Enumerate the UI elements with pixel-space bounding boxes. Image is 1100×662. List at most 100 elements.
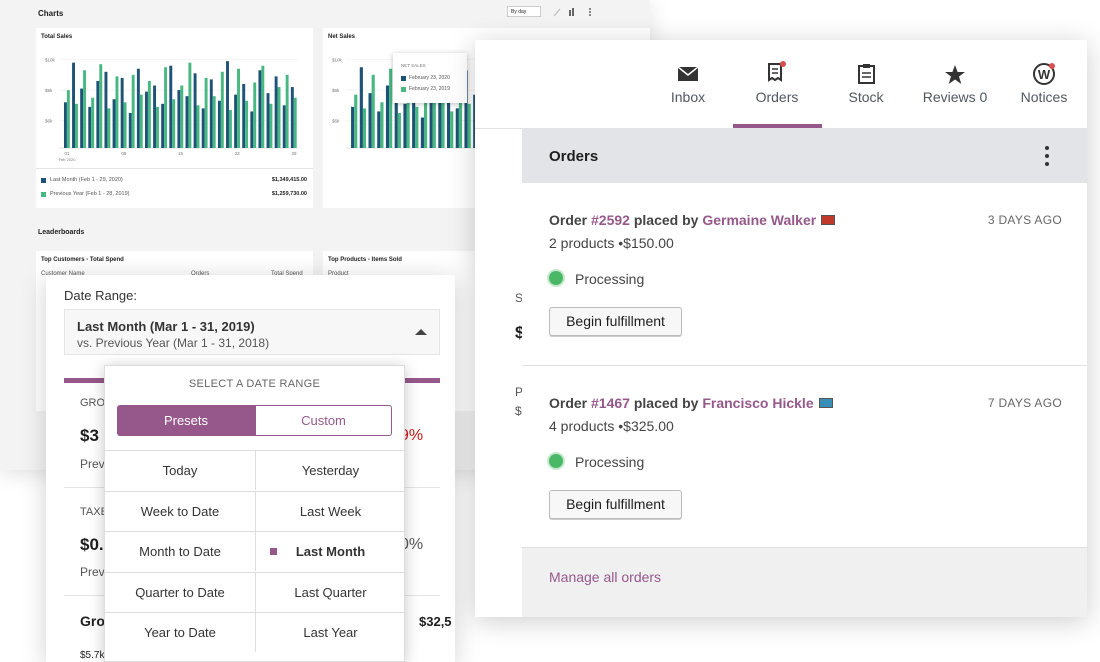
inbox-tab[interactable]: Inbox <box>643 40 733 128</box>
customer-name[interactable]: Germaine Walker <box>702 212 817 228</box>
bar <box>66 90 70 148</box>
bar <box>438 96 442 148</box>
custom-tab[interactable]: Custom <box>255 405 392 436</box>
order-title: Order #2592 placed by Germaine Walker <box>549 212 836 228</box>
order-number[interactable]: #2592 <box>591 212 630 228</box>
y-tick-label: $10k <box>332 58 343 63</box>
bar <box>450 111 454 148</box>
bar <box>193 73 197 148</box>
order-status: Processing <box>575 454 645 470</box>
bar <box>377 111 381 148</box>
bar <box>293 97 297 148</box>
more-menu[interactable] <box>1044 145 1050 167</box>
line-icon[interactable] <box>553 8 561 17</box>
order-age: 3 DAYS AGO <box>987 213 1062 227</box>
customer-name[interactable]: Francisco Hickle <box>702 395 814 411</box>
x-tick-label: 15 <box>178 151 184 156</box>
preset-option[interactable]: Yesterday <box>255 450 404 490</box>
bar <box>464 70 468 148</box>
charts-heading: Charts <box>38 9 64 18</box>
bar <box>96 80 100 148</box>
bar <box>415 106 419 148</box>
y-tick-label: $6k <box>45 119 53 124</box>
bar <box>104 71 108 148</box>
tooltip-swatch <box>401 87 406 92</box>
bar <box>285 74 289 148</box>
orders-icon <box>768 61 786 82</box>
bar <box>204 77 208 148</box>
notices-tab[interactable]: W Notices <box>999 40 1087 128</box>
activity-panel: Inbox Orders Stock Reviews 0 W Notices S… <box>475 40 1087 617</box>
bar-icon[interactable] <box>569 10 571 16</box>
stat-previous: Prev <box>80 457 105 471</box>
preset-option[interactable]: Quarter to Date <box>105 571 255 612</box>
popover-title: SELECT A DATE RANGE <box>188 378 321 390</box>
menu-dot[interactable] <box>589 8 591 10</box>
column-header: Orders <box>191 271 210 277</box>
stat-delta: 0% <box>400 536 424 553</box>
bar <box>380 102 384 148</box>
manage-orders-link[interactable]: Manage all orders <box>549 569 662 585</box>
table-heading: Gro <box>80 613 105 629</box>
order-number[interactable]: #1467 <box>591 395 630 411</box>
divider <box>36 168 313 169</box>
column-header: Total Spend <box>271 271 303 277</box>
bar <box>473 94 477 148</box>
preset-option[interactable]: Year to Date <box>105 612 255 652</box>
bar <box>112 99 116 148</box>
bar <box>245 100 249 148</box>
bar <box>420 117 424 148</box>
x-tick-label: 22 <box>235 151 241 156</box>
preset-option[interactable]: Month to Date <box>105 531 255 571</box>
bar <box>188 62 192 148</box>
reviews-tab[interactable]: Reviews 0 <box>910 40 1000 128</box>
bar <box>467 103 471 148</box>
bar <box>429 73 433 148</box>
stock-tab[interactable]: Stock <box>821 40 911 128</box>
tooltip: NET SALES February 23, 2020 February 23,… <box>393 53 467 103</box>
order-summary: 4 products •$325.00 <box>549 418 674 434</box>
bar <box>385 85 390 148</box>
bar <box>234 94 238 148</box>
bar <box>136 68 140 148</box>
side-strip: S $ P $ <box>475 129 525 617</box>
stock-icon <box>858 64 875 84</box>
bar <box>389 68 393 148</box>
preset-option[interactable]: Last Year <box>255 612 404 652</box>
legend-item: Previous Year (Feb 1 - 28, 2019) $1,259,7… <box>41 190 307 200</box>
order-prefix: Order <box>549 212 588 228</box>
bar <box>107 108 111 148</box>
bar <box>139 94 143 148</box>
column-header: Customer Name <box>41 271 85 277</box>
inbox-icon <box>677 66 699 81</box>
bar <box>242 84 246 148</box>
preset-option[interactable]: Today <box>105 450 255 490</box>
preset-option[interactable]: Last Month <box>255 531 404 571</box>
preset-option[interactable]: Last Week <box>255 490 404 531</box>
leaderboards-heading: Leaderboards <box>38 229 85 236</box>
card-title: Total Sales <box>41 34 73 40</box>
stat-label: GRO <box>80 397 106 409</box>
bar <box>164 67 168 148</box>
date-range-label: Date Range: <box>64 288 137 303</box>
preset-option[interactable]: Last Quarter <box>255 571 404 612</box>
bar <box>131 74 135 148</box>
preset-grid: Today Yesterday Week to Date Last Week Month… <box>105 450 404 661</box>
fulfill-button[interactable]: Begin fulfillment <box>549 307 682 336</box>
bar <box>394 76 398 148</box>
total-sales-chart: $10k $8k $6k 01 08 15 22 29 Feb 2020 <box>45 58 298 162</box>
bar <box>406 80 410 148</box>
date-range-toggle[interactable]: Last Month (Mar 1 - 31, 2019) vs. Previo… <box>64 309 440 355</box>
bar <box>128 112 132 148</box>
orders-tab[interactable]: Orders <box>732 40 822 128</box>
placed-by: placed by <box>633 395 699 411</box>
preset-option[interactable]: Week to Date <box>105 490 255 531</box>
interval-select[interactable]: By day <box>507 6 541 17</box>
presets-tab[interactable]: Presets <box>117 405 255 436</box>
tab-label: Reviews 0 <box>922 89 988 105</box>
bar <box>88 106 92 148</box>
fulfill-button[interactable]: Begin fulfillment <box>549 490 682 519</box>
tab-label: Stock <box>848 89 884 105</box>
bar <box>123 102 127 148</box>
fragment: $ <box>515 323 525 342</box>
